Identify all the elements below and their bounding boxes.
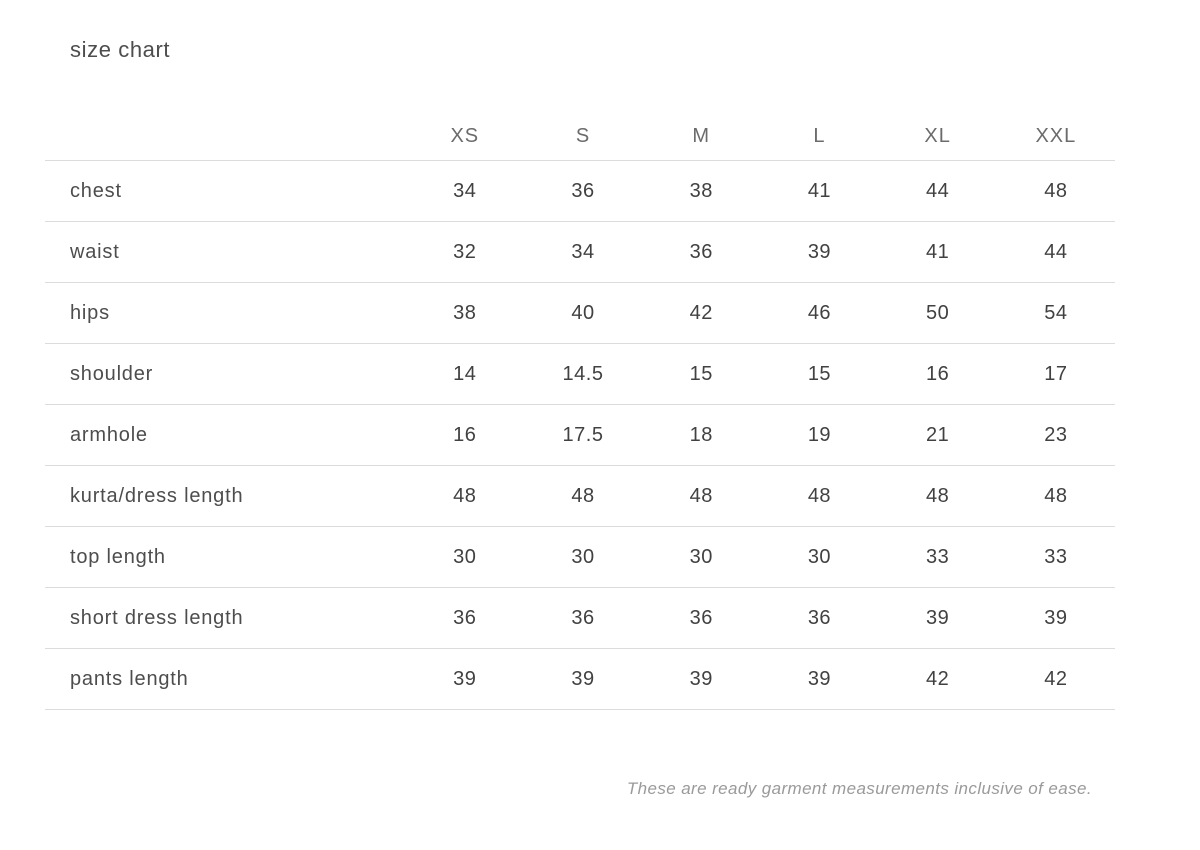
row-label: chest — [45, 160, 406, 222]
measurement-cell: 38 — [405, 282, 524, 344]
measurement-cell: 17.5 — [523, 404, 643, 466]
table-body: chest 34 36 38 41 44 48 waist 32 34 36 39 41 44 hips 38… — [45, 160, 1115, 710]
measurement-cell: 18 — [642, 404, 761, 466]
measurement-cell: 36 — [642, 221, 761, 283]
measurement-cell: 30 — [523, 526, 643, 588]
measurement-cell: 36 — [760, 587, 879, 649]
measurement-cell: 39 — [642, 648, 761, 710]
measurement-cell: 34 — [405, 160, 524, 222]
header-spacer-cell — [45, 112, 406, 161]
column-header: XL — [878, 112, 997, 161]
table-row: kurta/dress length 48 48 48 48 48 48 — [45, 465, 1115, 527]
row-label: kurta/dress length — [45, 465, 406, 527]
measurement-cell: 42 — [642, 282, 761, 344]
table-row: chest 34 36 38 41 44 48 — [45, 160, 1115, 222]
measurement-cell: 42 — [996, 648, 1115, 710]
row-label: top length — [45, 526, 406, 588]
measurement-cell: 46 — [760, 282, 879, 344]
measurement-cell: 54 — [996, 282, 1115, 344]
measurement-cell: 33 — [996, 526, 1115, 588]
measurement-cell: 36 — [523, 587, 643, 649]
measurement-cell: 41 — [760, 160, 879, 222]
size-chart-table: XS S M L XL XXL chest 34 36 38 41 44 48 waist 32 34 36 3… — [45, 112, 1115, 710]
measurement-cell: 30 — [642, 526, 761, 588]
table-row: hips 38 40 42 46 50 54 — [45, 282, 1115, 344]
row-label: pants length — [45, 648, 406, 710]
measurement-cell: 14.5 — [523, 343, 643, 405]
row-label: armhole — [45, 404, 406, 466]
measurement-cell: 30 — [405, 526, 524, 588]
measurement-cell: 48 — [405, 465, 524, 527]
row-label: shoulder — [45, 343, 406, 405]
column-header: XXL — [996, 112, 1115, 161]
measurement-cell: 21 — [878, 404, 997, 466]
table-row: pants length 39 39 39 39 42 42 — [45, 648, 1115, 710]
measurement-cell: 48 — [642, 465, 761, 527]
measurement-cell: 19 — [760, 404, 879, 466]
measurement-cell: 39 — [996, 587, 1115, 649]
page-title: size chart — [70, 37, 171, 62]
measurement-cell: 17 — [996, 343, 1115, 405]
measurement-cell: 42 — [878, 648, 997, 710]
measurement-cell: 15 — [760, 343, 879, 405]
measurement-cell: 39 — [405, 648, 524, 710]
measurement-cell: 16 — [405, 404, 524, 466]
measurement-cell: 34 — [523, 221, 643, 283]
measurement-cell: 36 — [523, 160, 643, 222]
measurement-cell: 40 — [523, 282, 643, 344]
measurement-cell: 36 — [405, 587, 524, 649]
measurement-cell: 33 — [878, 526, 997, 588]
measurement-cell: 44 — [878, 160, 997, 222]
measurement-cell: 38 — [642, 160, 761, 222]
measurement-cell: 39 — [523, 648, 643, 710]
measurement-cell: 44 — [996, 221, 1115, 283]
measurement-cell: 48 — [523, 465, 643, 527]
measurement-cell: 48 — [996, 160, 1115, 222]
measurement-cell: 39 — [760, 221, 879, 283]
column-header: S — [523, 112, 643, 161]
column-header: L — [760, 112, 879, 161]
measurement-cell: 32 — [405, 221, 524, 283]
measurement-cell: 15 — [642, 343, 761, 405]
measurement-cell: 50 — [878, 282, 997, 344]
measurement-cell: 23 — [996, 404, 1115, 466]
footnote-text: These are ready garment measurements inc… — [626, 779, 1092, 798]
measurement-cell: 39 — [760, 648, 879, 710]
measurement-cell: 16 — [878, 343, 997, 405]
table-row: top length 30 30 30 30 33 33 — [45, 526, 1115, 588]
table-header: XS S M L XL XXL — [45, 112, 1115, 161]
row-label: hips — [45, 282, 406, 344]
header-row: XS S M L XL XXL — [45, 112, 1115, 161]
row-label: waist — [45, 221, 406, 283]
measurement-cell: 48 — [760, 465, 879, 527]
measurement-cell: 48 — [878, 465, 997, 527]
column-header: M — [642, 112, 761, 161]
measurement-cell: 14 — [405, 343, 524, 405]
table-row: short dress length 36 36 36 36 39 39 — [45, 587, 1115, 649]
measurement-cell: 41 — [878, 221, 997, 283]
measurement-cell: 30 — [760, 526, 879, 588]
measurement-cell: 36 — [642, 587, 761, 649]
column-header: XS — [405, 112, 524, 161]
row-label: short dress length — [45, 587, 406, 649]
table-row: shoulder 14 14.5 15 15 16 17 — [45, 343, 1115, 405]
table-row: armhole 16 17.5 18 19 21 23 — [45, 404, 1115, 466]
table-row: waist 32 34 36 39 41 44 — [45, 221, 1115, 283]
measurement-cell: 39 — [878, 587, 997, 649]
measurement-cell: 48 — [996, 465, 1115, 527]
